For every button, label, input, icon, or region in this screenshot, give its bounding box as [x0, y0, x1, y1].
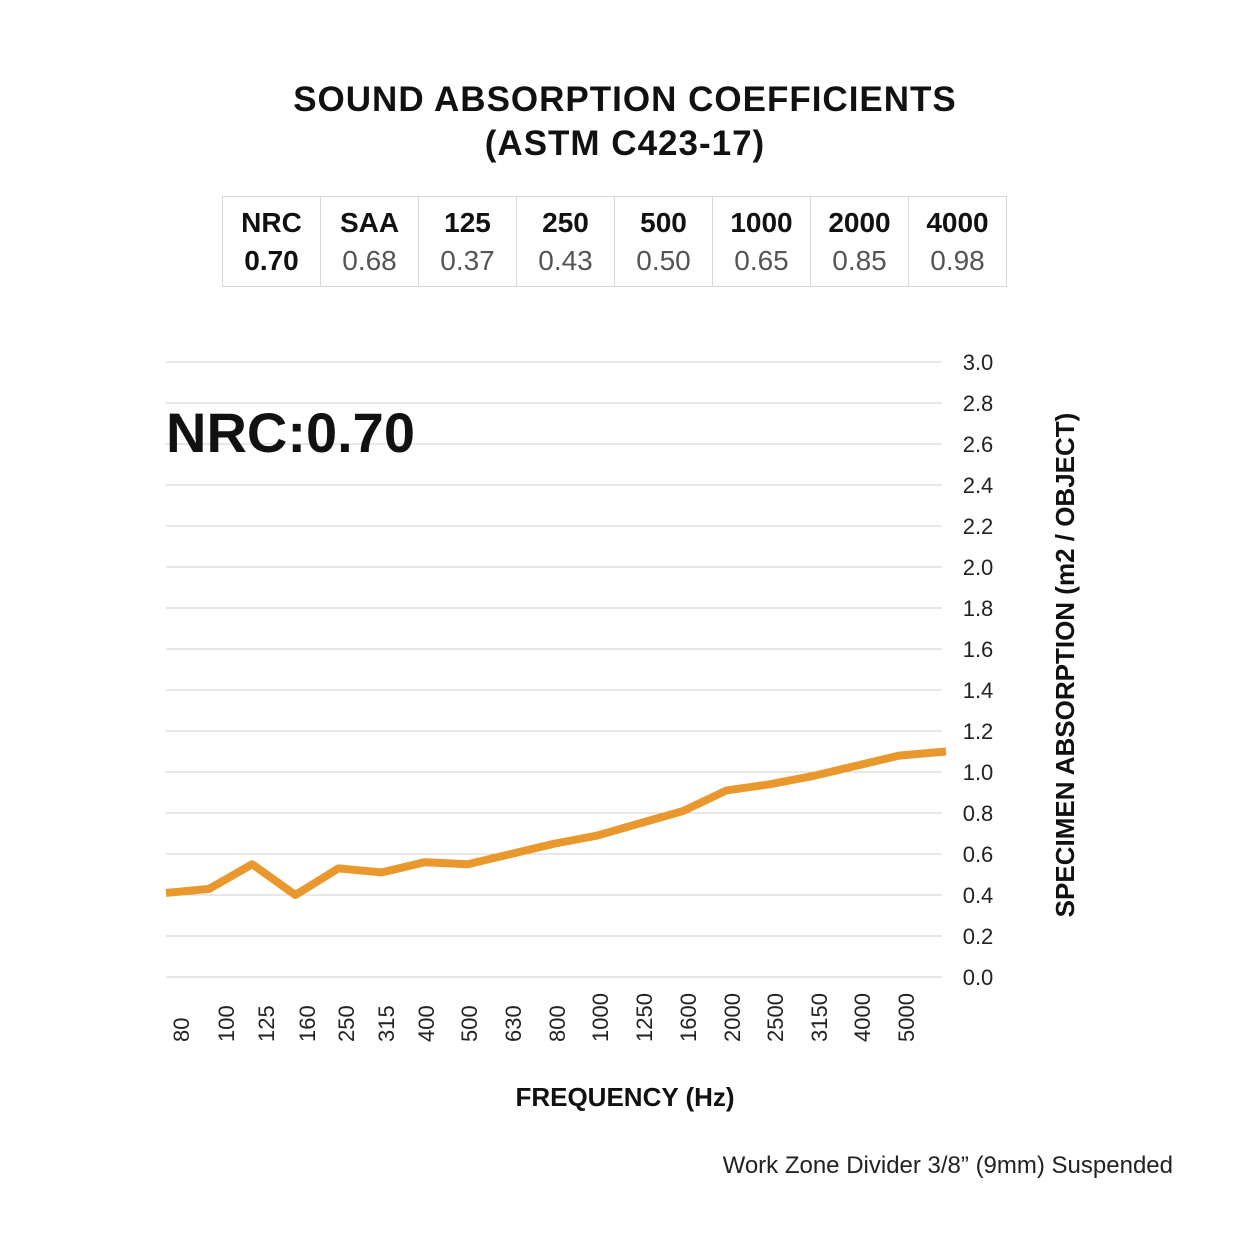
table-header: 2000	[828, 207, 891, 238]
table-cell-4000: 4000 0.98	[908, 196, 1007, 287]
y-tick-label: 0.2	[963, 924, 994, 949]
y-tick-label: 1.4	[963, 678, 994, 703]
table-cell-2000: 2000 0.85	[810, 196, 909, 287]
chart-title-line2: (ASTM C423-17)	[484, 124, 766, 163]
x-tick-label: 800	[545, 1005, 570, 1042]
x-tick-label: 630	[501, 1005, 526, 1042]
x-tick-label: 3150	[807, 993, 832, 1042]
y-tick-label: 2.0	[963, 555, 994, 580]
y-tick-label: 3.0	[963, 350, 994, 375]
x-tick-label: 1000	[588, 993, 613, 1042]
table-cell-nrc: NRC 0.70	[222, 196, 321, 287]
y-tick-label: 1.6	[963, 637, 994, 662]
x-tick-label: 2000	[720, 993, 745, 1042]
table-value: 0.65	[734, 245, 789, 276]
y-tick-label: 2.8	[963, 391, 994, 416]
x-tick-label: 250	[334, 1005, 359, 1042]
table-header: NRC	[241, 207, 302, 238]
table-header: 250	[542, 207, 589, 238]
x-tick-label: 315	[374, 1005, 399, 1042]
chart-title-line1: SOUND ABSORPTION COEFFICIENTS	[293, 80, 957, 119]
x-tick-label: 160	[295, 1005, 320, 1042]
x-tick-label: 80	[169, 1018, 194, 1042]
x-tick-label: 4000	[850, 993, 875, 1042]
x-tick-label: 1600	[676, 993, 701, 1042]
coefficients-table: NRC 0.70 SAA 0.68 125 0.37 250 0.43 500 …	[222, 196, 1007, 287]
table-cell-125: 125 0.37	[418, 196, 517, 287]
x-tick-label: 5000	[894, 993, 919, 1042]
table-value: 0.70	[244, 245, 299, 276]
table-header: SAA	[339, 207, 400, 238]
y-tick-label: 0.4	[963, 883, 994, 908]
x-tick-label: 2500	[763, 993, 788, 1042]
x-tick-label: 400	[414, 1005, 439, 1042]
footnote: Work Zone Divider 3/8” (9mm) Suspended	[722, 1152, 1173, 1179]
y-tick-label: 0.8	[963, 801, 994, 826]
table-header: 4000	[926, 207, 989, 238]
nrc-annotation: NRC:0.70	[166, 401, 415, 464]
x-tick-label: 100	[214, 1005, 239, 1042]
y-tick-label: 1.0	[963, 760, 994, 785]
table-value: 0.68	[342, 245, 397, 276]
table-header: 125	[444, 207, 491, 238]
table-value: 0.50	[636, 245, 691, 276]
series-line	[165, 747, 947, 899]
x-axis-label: FREQUENCY (Hz)	[515, 1082, 734, 1112]
y-tick-label: 2.6	[963, 432, 994, 457]
table-value: 0.37	[440, 245, 495, 276]
x-tick-label: 125	[254, 1005, 279, 1042]
table-cell-500: 500 0.50	[614, 196, 713, 287]
x-tick-label: 500	[457, 1005, 482, 1042]
table-cell-250: 250 0.43	[516, 196, 615, 287]
x-tick-label: 1250	[632, 993, 657, 1042]
table-value: 0.43	[538, 245, 593, 276]
y-tick-label: 0.0	[963, 965, 994, 990]
table-value: 0.98	[930, 245, 985, 276]
y-tick-label: 0.6	[963, 842, 994, 867]
y-tick-label: 1.2	[963, 719, 994, 744]
table-cell-1000: 1000 0.65	[712, 196, 811, 287]
y-tick-label: 2.4	[963, 473, 994, 498]
y-tick-label: 1.8	[963, 596, 994, 621]
y-tick-label: 2.2	[963, 514, 994, 539]
table-header: 1000	[730, 207, 793, 238]
table-value: 0.85	[832, 245, 887, 276]
table-cell-saa: SAA 0.68	[320, 196, 419, 287]
y-axis-label: SPECIMEN ABSORPTION (m2 / OBJECT)	[1050, 413, 1080, 918]
table-header: 500	[640, 207, 687, 238]
